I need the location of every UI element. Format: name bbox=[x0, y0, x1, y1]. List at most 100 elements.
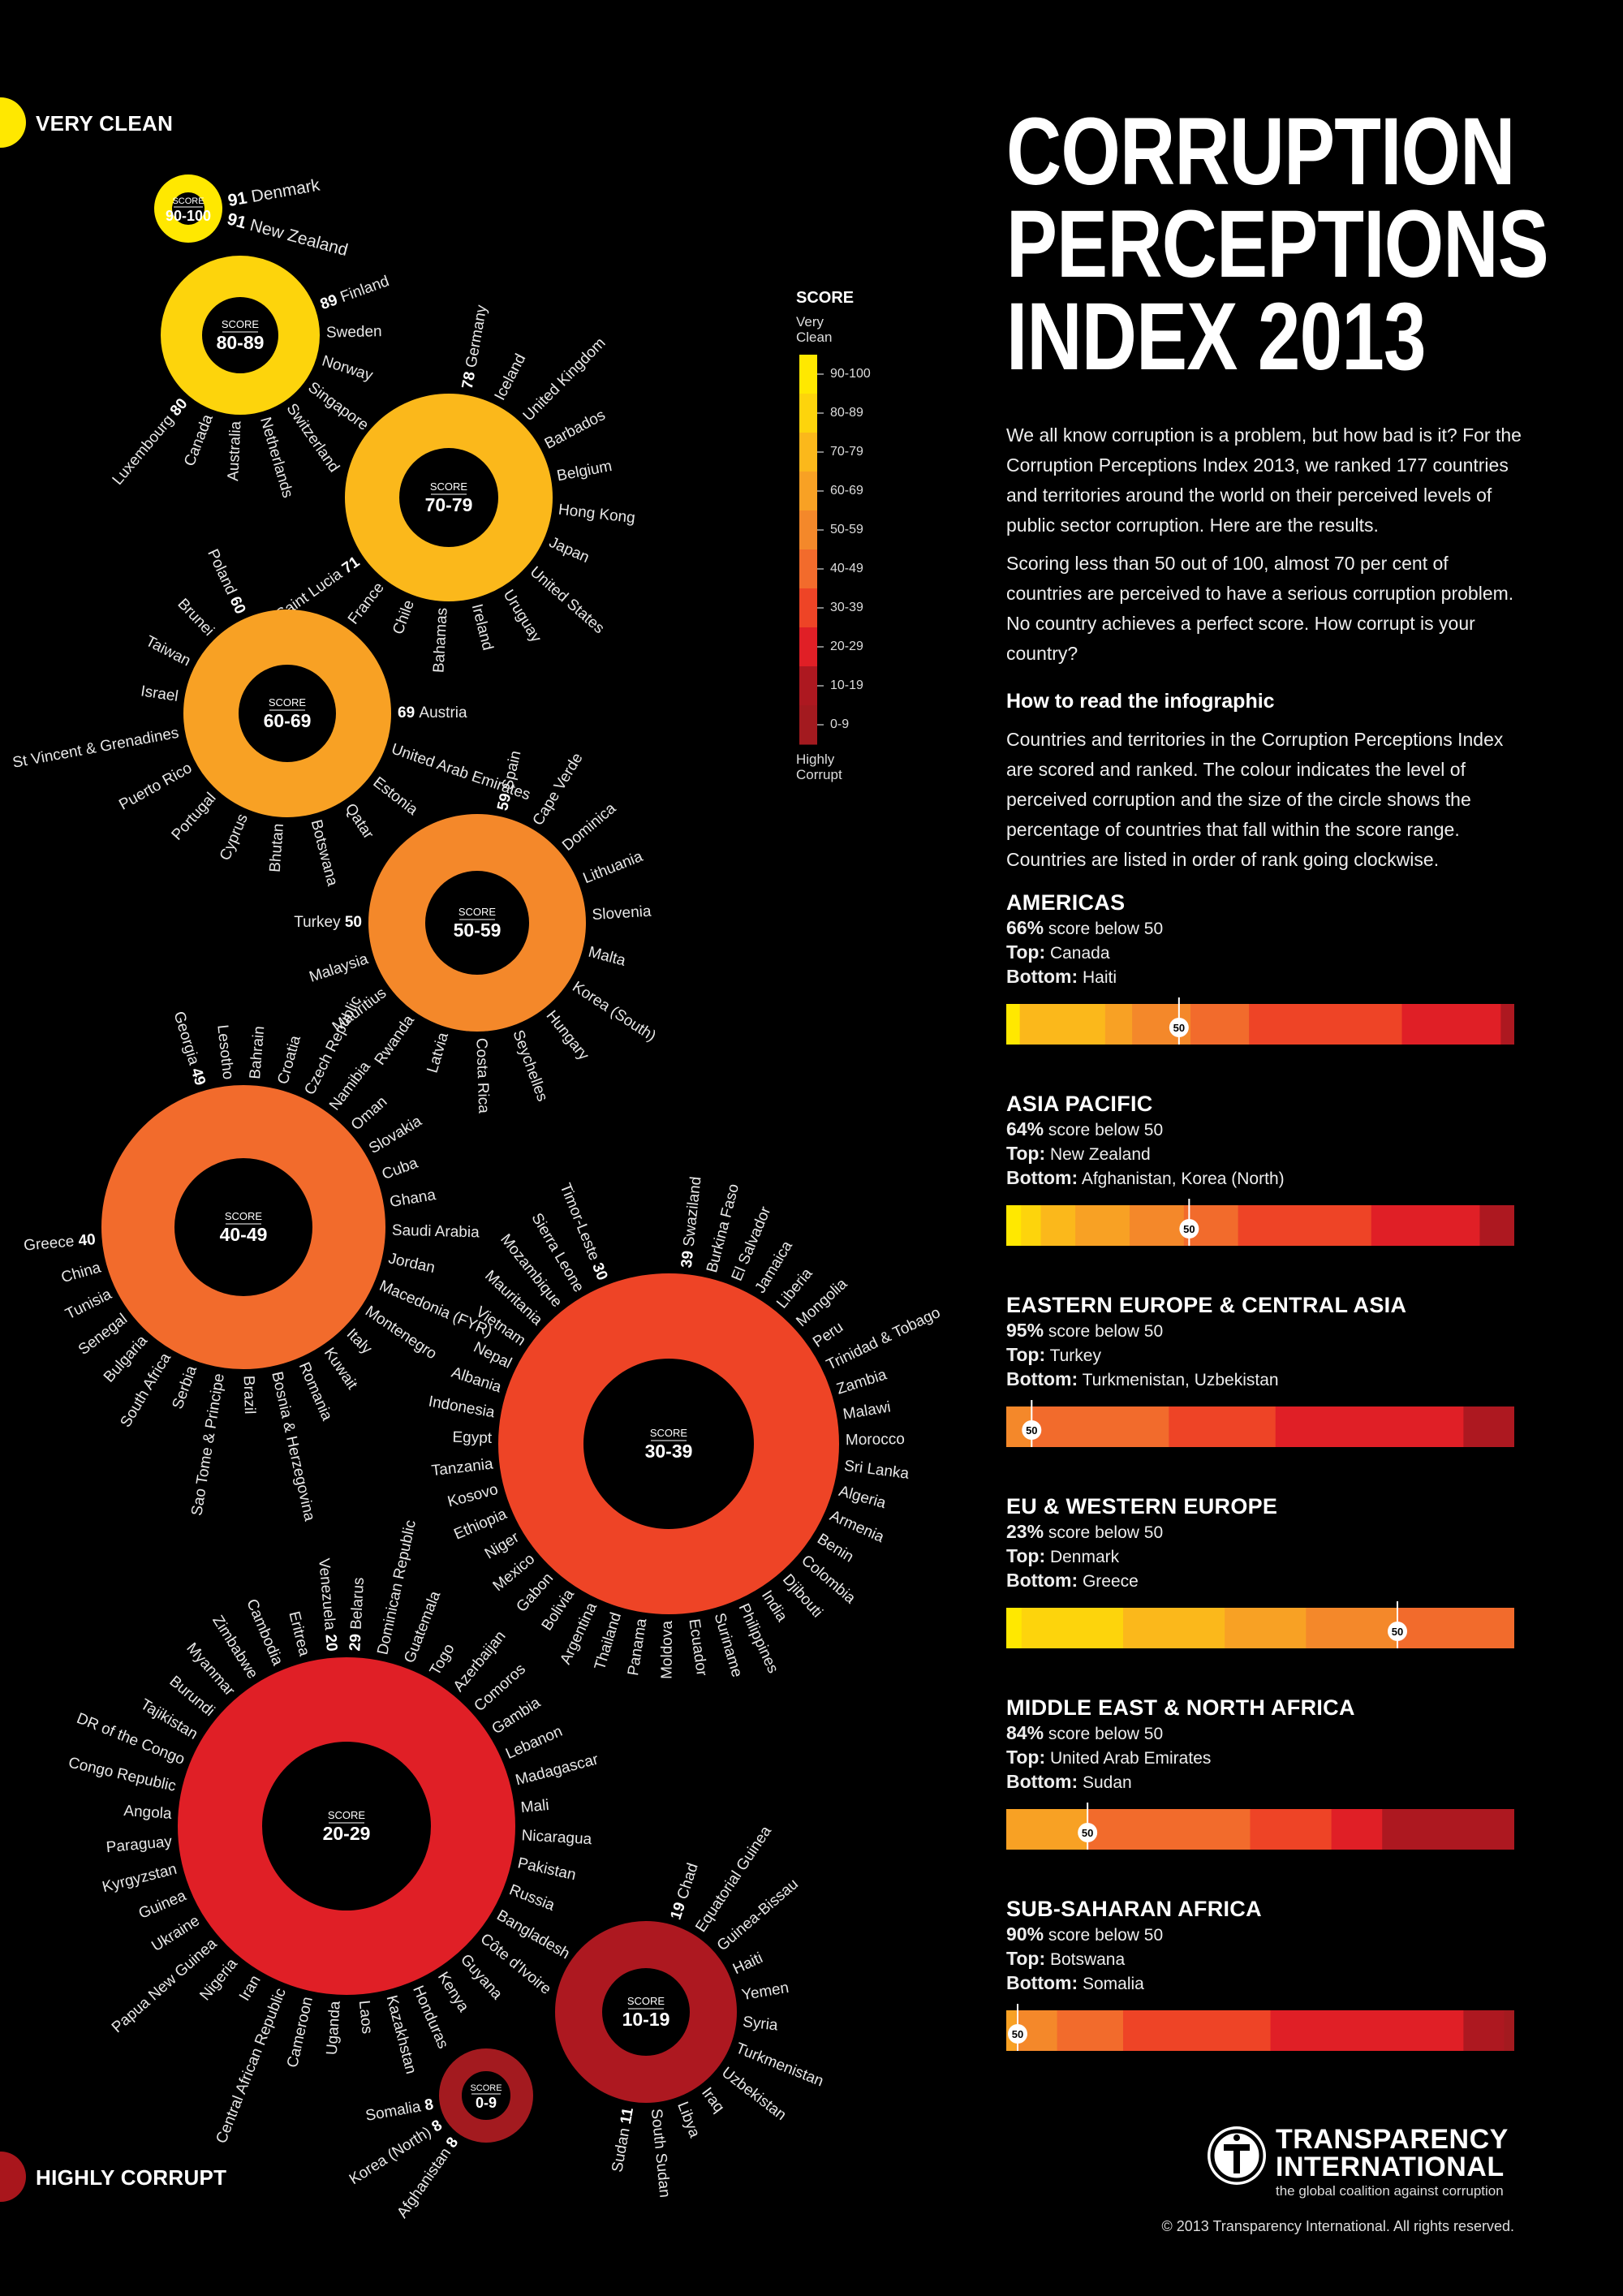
region-block: ASIA PACIFIC 64% score below 50 Top: New Z… bbox=[1006, 1090, 1514, 1291]
intro-paragraph: We all know corruption is a problem, but… bbox=[1006, 424, 1522, 536]
country-name: Sudan bbox=[609, 2122, 634, 2173]
region-top-line: Top: United Arab Emirates bbox=[1006, 1746, 1514, 1770]
region-percent-line: 64% score below 50 bbox=[1006, 1118, 1514, 1142]
ring-score-range: 80-89 bbox=[217, 332, 265, 353]
country-label: Puerto Rico bbox=[116, 760, 195, 814]
region-name: AMERICAS bbox=[1006, 890, 1126, 915]
ring-score-range: 10-19 bbox=[622, 2009, 670, 2030]
ti-tagline: the global coalition against corruption bbox=[1276, 2183, 1504, 2199]
bar-segment-60-69 bbox=[1075, 1205, 1130, 1246]
region-percent: 84% bbox=[1006, 1722, 1044, 1743]
legend-range-label: 50-59 bbox=[830, 523, 863, 536]
country-label: Oman bbox=[348, 1093, 391, 1134]
country-label: 39 Swaziland bbox=[678, 1176, 705, 1269]
country-label: Iceland bbox=[492, 351, 530, 403]
country-label: Angola bbox=[123, 1803, 173, 1823]
region-bottom-line: Bottom: Afghanistan, Korea (North) bbox=[1006, 1166, 1514, 1191]
country-label: Seychelles bbox=[509, 1028, 550, 1105]
fifty-marker-badge bbox=[1169, 1018, 1189, 1037]
ring-score-word: SCORE bbox=[328, 1809, 366, 1821]
country-label: 19 Chad bbox=[668, 1861, 702, 1922]
region-block: EU & WESTERN EUROPE 23% score below 50 Top… bbox=[1006, 1493, 1514, 1694]
legend-swatch-60-69 bbox=[799, 472, 817, 511]
country-name: Chad bbox=[674, 1861, 702, 1902]
country-label: Madagascar bbox=[514, 1751, 601, 1789]
score-ring-0-9 bbox=[439, 2048, 533, 2143]
country-label: Japan bbox=[546, 534, 592, 566]
bar-segment-80-89 bbox=[1021, 1608, 1124, 1648]
score-ring-80-89 bbox=[161, 256, 320, 415]
country-label: Luxembourg 80 bbox=[110, 395, 192, 489]
top-country: Canada bbox=[1045, 944, 1110, 963]
legend-swatch-0-9 bbox=[799, 705, 817, 745]
region-block: AMERICAS 66% score below 50 Top: Canada Bot… bbox=[1006, 889, 1514, 1090]
country-label: Lebanon bbox=[503, 1723, 565, 1763]
bar-segment-10-19 bbox=[1463, 1406, 1514, 1447]
region-percent-text: score below 50 bbox=[1044, 1725, 1164, 1743]
country-score: 78 bbox=[459, 366, 480, 390]
region-percent: 23% bbox=[1006, 1521, 1044, 1542]
region-percent-line: 90% score below 50 bbox=[1006, 1923, 1514, 1947]
bar-segment-50-59 bbox=[1306, 1608, 1398, 1648]
region-percent-line: 95% score below 50 bbox=[1006, 1319, 1514, 1343]
ring-score-word: SCORE bbox=[172, 196, 204, 206]
fifty-marker-label: 50 bbox=[1026, 1424, 1037, 1437]
country-label: Malawi bbox=[842, 1398, 892, 1423]
country-label: Ireland bbox=[468, 602, 497, 652]
country-name: New Zealand bbox=[248, 215, 350, 259]
bottom-label: Bottom: bbox=[1006, 1972, 1078, 1993]
country-label: Turkey 50 bbox=[294, 914, 362, 931]
country-label: Bahrain bbox=[247, 1025, 268, 1079]
score-ring-40-49 bbox=[101, 1085, 385, 1369]
top-country: Turkey bbox=[1045, 1346, 1101, 1365]
bottom-label: Bottom: bbox=[1006, 1771, 1078, 1792]
title-line: PERCEPTIONS bbox=[1006, 191, 1549, 298]
bar-segment-30-39 bbox=[1249, 1004, 1403, 1045]
country-label: Slovenia bbox=[592, 903, 652, 924]
bar-segment-30-39 bbox=[1238, 1205, 1372, 1246]
country-label: Canada bbox=[181, 411, 217, 468]
ring-score-range: 60-69 bbox=[264, 710, 312, 731]
bottom-country: Haiti bbox=[1078, 968, 1117, 987]
region-name: ASIA PACIFIC bbox=[1006, 1092, 1153, 1116]
fifty-marker-label: 50 bbox=[1173, 1022, 1185, 1034]
score-ring-70-79 bbox=[345, 394, 553, 601]
country-label: Costa Rica bbox=[472, 1038, 492, 1114]
country-label: Uganda bbox=[324, 2001, 344, 2056]
bottom-label: Bottom: bbox=[1006, 1368, 1078, 1389]
country-name: Georgia bbox=[170, 1010, 203, 1071]
score-ring-30-39 bbox=[498, 1273, 839, 1614]
top-label: Top: bbox=[1006, 1143, 1046, 1164]
bar-segment-40-49 bbox=[1057, 2010, 1124, 2051]
country-label: 29 Belarus bbox=[347, 1577, 368, 1652]
country-label: Kyrgyzstan bbox=[101, 1861, 179, 1897]
country-score: 50 bbox=[345, 914, 362, 931]
page-title: CORRUPTION PERCEPTIONS INDEX 2013 bbox=[1006, 104, 1591, 385]
ring-score-range: 30-39 bbox=[645, 1441, 693, 1462]
country-label: 91 New Zealand bbox=[226, 209, 351, 260]
country-label: Italy bbox=[343, 1325, 376, 1358]
region-bottom-line: Bottom: Greece bbox=[1006, 1569, 1514, 1593]
legend-bottom-label: Highly bbox=[796, 752, 835, 767]
country-label: Korea (South) bbox=[569, 978, 659, 1045]
country-label: Botswana bbox=[308, 818, 341, 888]
region-name: MIDDLE EAST & NORTH AFRICA bbox=[1006, 1695, 1355, 1720]
legend-swatch-10-19 bbox=[799, 666, 817, 706]
fifty-marker-badge bbox=[1008, 2024, 1027, 2044]
bar-segment-20-29 bbox=[1371, 1205, 1480, 1246]
fifty-marker-badge bbox=[1179, 1219, 1199, 1238]
country-score: 39 bbox=[678, 1246, 698, 1269]
legend-range-label: 20-29 bbox=[830, 640, 863, 653]
region-stacked-bar: 50 bbox=[1006, 2004, 1514, 2051]
bottom-label: Bottom: bbox=[1006, 1570, 1078, 1591]
bar-segment-60-69 bbox=[1225, 1608, 1307, 1648]
top-country: New Zealand bbox=[1045, 1145, 1151, 1164]
country-label: Lithuania bbox=[581, 848, 646, 887]
region-block: MIDDLE EAST & NORTH AFRICA 84% score belo… bbox=[1006, 1694, 1514, 1895]
country-label: 69 Austria bbox=[398, 704, 467, 722]
legend-range-label: 90-100 bbox=[830, 367, 871, 381]
bar-segment-20-29 bbox=[1331, 1809, 1383, 1850]
country-label: Laos bbox=[355, 2000, 376, 2035]
country-label: Mali bbox=[520, 1797, 550, 1816]
country-label: Saudi Arabia bbox=[392, 1222, 480, 1242]
